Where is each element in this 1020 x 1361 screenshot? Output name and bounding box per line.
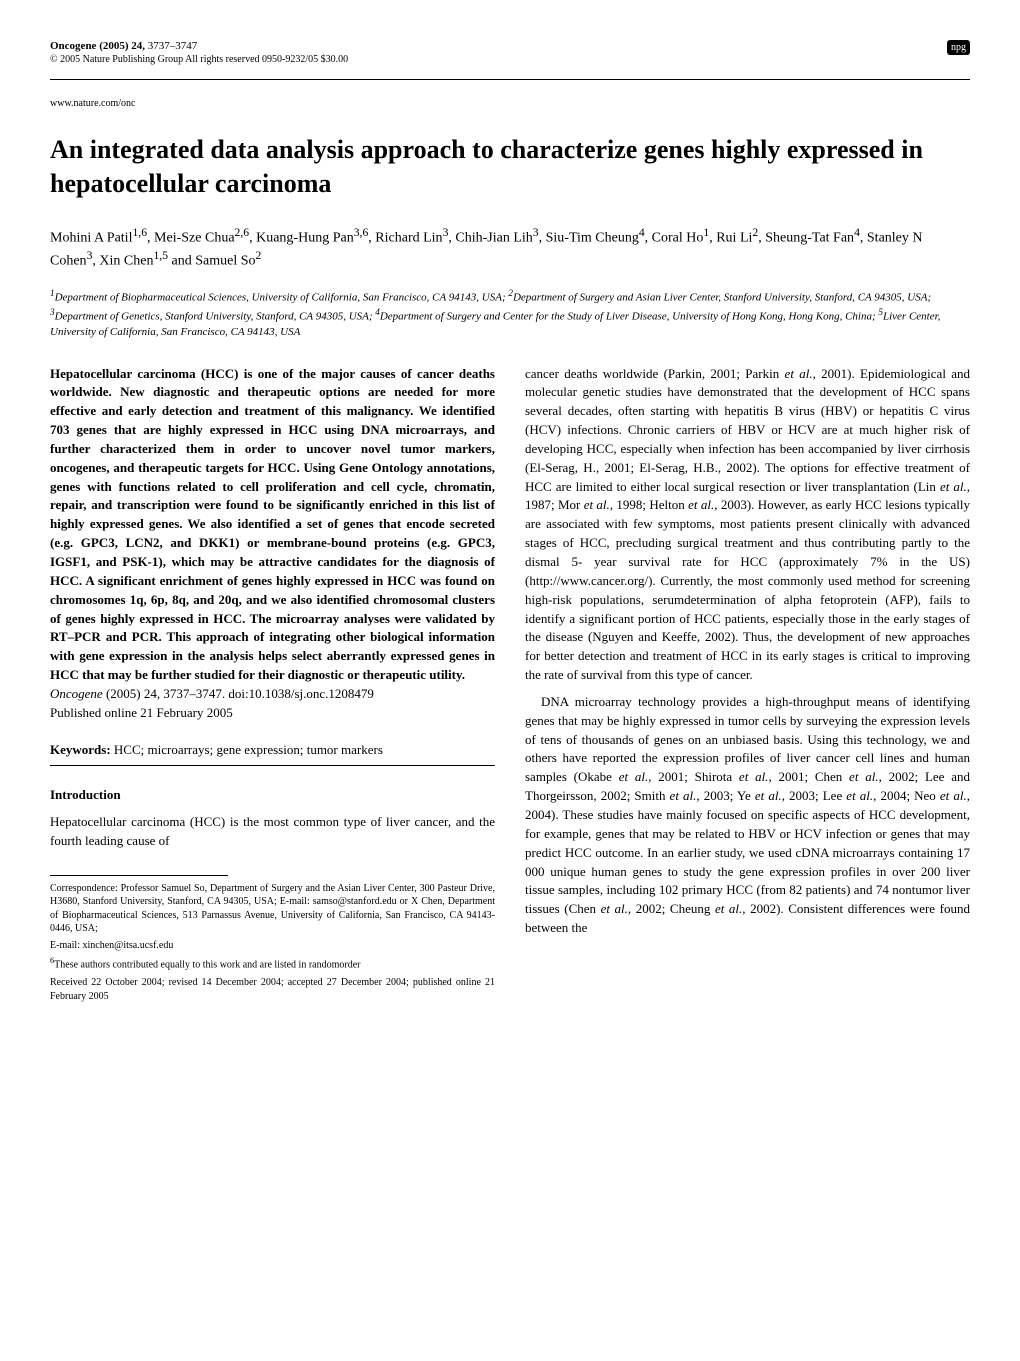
journal-url: www.nature.com/onc xyxy=(50,98,970,109)
published-line: Published online 21 February 2005 xyxy=(50,705,233,720)
body-right-para-1: cancer deaths worldwide (Parkin, 2001; P… xyxy=(525,365,970,685)
affiliations: 1Department of Biopharmaceutical Science… xyxy=(50,287,970,340)
introduction-para-1: Hepatocellular carcinoma (HCC) is the mo… xyxy=(50,813,495,851)
equal-contribution-text: These authors contributed equally to thi… xyxy=(54,960,360,971)
citation-year-vol: (2005) 24, xyxy=(106,686,160,701)
keywords-label: Keywords: xyxy=(50,742,111,757)
equal-contribution-note: 6These authors contributed equally to th… xyxy=(50,955,495,972)
received-dates: Received 22 October 2004; revised 14 Dec… xyxy=(50,976,495,1003)
body-right-para-2: DNA microarray technology provides a hig… xyxy=(525,693,970,938)
authors-list: Mohini A Patil1,6, Mei-Sze Chua2,6, Kuan… xyxy=(50,225,970,272)
journal-header: Oncogene (2005) 24, 3737–3747 xyxy=(50,40,970,52)
keywords-rule xyxy=(50,765,495,766)
correspondence-email: E-mail: xinchen@itsa.ucsf.edu xyxy=(50,939,495,953)
abstract-text: Hepatocellular carcinoma (HCC) is one of… xyxy=(50,365,495,723)
publisher-logo: npg xyxy=(947,40,970,55)
abstract-content: Hepatocellular carcinoma (HCC) is one of… xyxy=(50,366,495,683)
introduction-heading: Introduction xyxy=(50,786,495,805)
copyright-line: © 2005 Nature Publishing Group All right… xyxy=(50,54,970,65)
journal-title: Oncogene (2005) 24, xyxy=(50,40,145,52)
citation-journal: Oncogene xyxy=(50,686,103,701)
footnote-separator xyxy=(50,875,228,876)
right-column: cancer deaths worldwide (Parkin, 2001; P… xyxy=(525,365,970,1007)
header-rule xyxy=(50,79,970,80)
keywords-text: HCC; microarrays; gene expression; tumor… xyxy=(114,742,383,757)
article-title: An integrated data analysis approach to … xyxy=(50,133,970,201)
journal-pages: 3737–3747 xyxy=(148,40,198,52)
correspondence-text: Correspondence: Professor Samuel So, Dep… xyxy=(50,882,495,936)
footnote-block: Correspondence: Professor Samuel So, Dep… xyxy=(50,882,495,1003)
left-column: Hepatocellular carcinoma (HCC) is one of… xyxy=(50,365,495,1007)
keywords-block: Keywords: HCC; microarrays; gene express… xyxy=(50,741,495,760)
two-column-body: Hepatocellular carcinoma (HCC) is one of… xyxy=(50,365,970,1007)
citation-pages: 3737–3747. xyxy=(163,686,225,701)
journal-header-block: npg Oncogene (2005) 24, 3737–3747 © 2005… xyxy=(50,40,970,109)
citation-doi: doi:10.1038/sj.onc.1208479 xyxy=(228,686,374,701)
